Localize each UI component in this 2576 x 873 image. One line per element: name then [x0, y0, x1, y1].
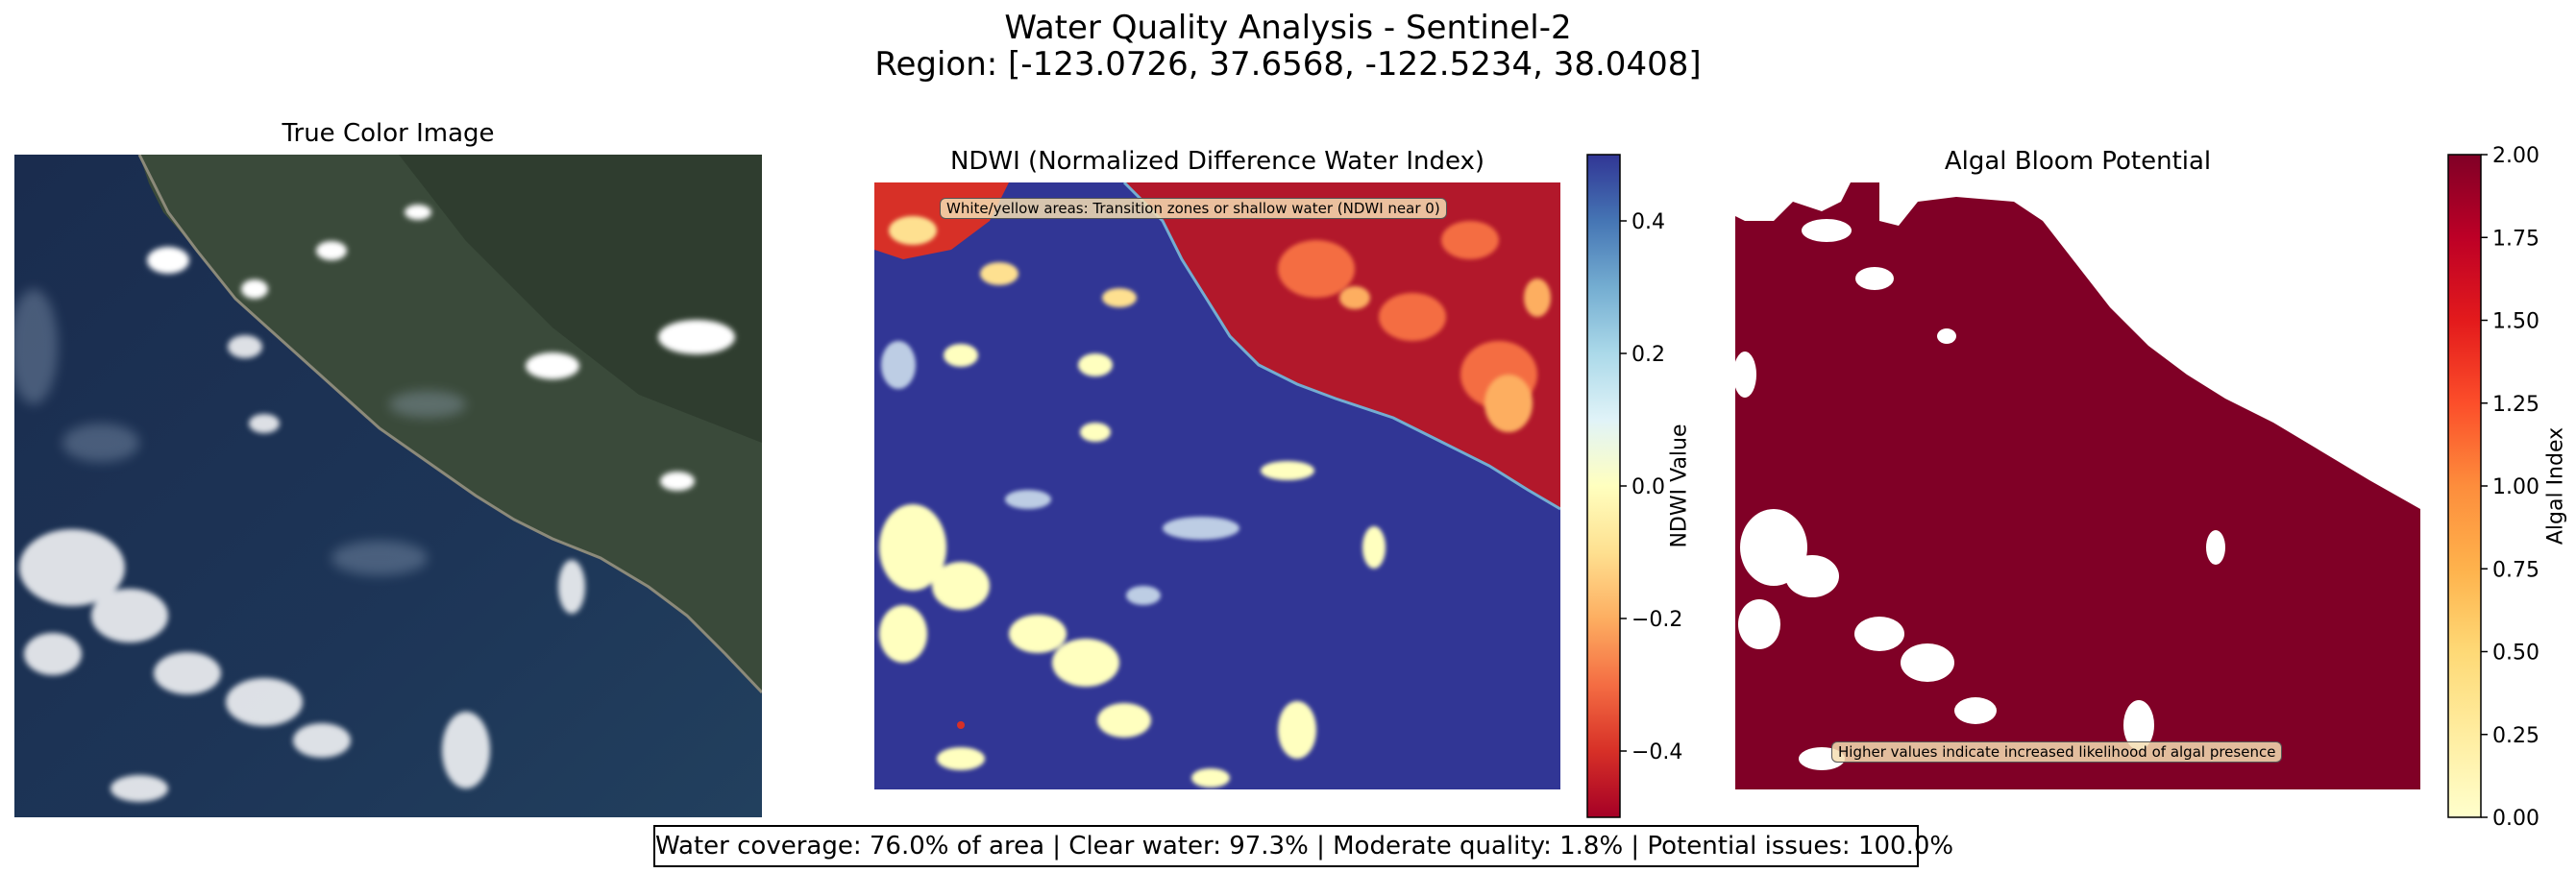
algal-title: Algal Bloom Potential — [1944, 147, 2212, 176]
true-color-image — [14, 155, 762, 817]
ndwi-colorbar: 0.4 0.2 0.0 −0.2 −0.4 — [1586, 154, 1682, 818]
colorbar-tick-label: −0.4 — [1631, 740, 1682, 764]
colorbar-tick-label: 0.4 — [1631, 210, 1665, 234]
colorbar-tick-label: 0.50 — [2492, 642, 2539, 666]
colorbar-tick-label: 0.2 — [1631, 343, 1665, 367]
colorbar-tick-label: 1.75 — [2492, 227, 2539, 251]
algal-annotation: Higher values indicate increased likelih… — [1831, 741, 2283, 763]
figure-title: Water Quality Analysis - Sentinel-2 — [1004, 9, 1572, 47]
algal-map: Higher values indicate increased likelih… — [1735, 182, 2420, 789]
true-color-title: True Color Image — [282, 119, 495, 148]
colorbar-tick-label: 2.00 — [2492, 144, 2539, 168]
figure-subtitle: Region: [-123.0726, 37.6568, -122.5234, … — [874, 45, 1702, 84]
ndwi-title: NDWI (Normalized Difference Water Index) — [949, 147, 1485, 176]
ndwi-map: White/yellow areas: Transition zones or … — [874, 182, 1560, 789]
colorbar-tick-label: 1.00 — [2492, 475, 2539, 499]
colorbar-tick-label: 0.75 — [2492, 558, 2539, 582]
colorbar-tick-label: 0.0 — [1631, 475, 1665, 499]
colorbar-tick-label: 1.25 — [2492, 393, 2539, 417]
colorbar-tick-label: 0.00 — [2492, 807, 2539, 831]
colorbar-tick-label: 1.50 — [2492, 310, 2539, 334]
colorbar-tick-label: 0.25 — [2492, 724, 2539, 748]
ndwi-colorbar-label: NDWI Value — [1667, 424, 1692, 548]
algal-colorbar-label: Algal Index — [2543, 426, 2568, 546]
summary-box: Water coverage: 76.0% of area | Clear wa… — [653, 825, 1953, 867]
colorbar-tick-label: −0.2 — [1631, 608, 1682, 632]
algal-colorbar: 2.00 1.75 1.50 1.25 1.00 0.75 0.50 0.25 0.00 — [2447, 144, 2539, 831]
ndwi-annotation: White/yellow areas: Transition zones or … — [940, 198, 1447, 219]
